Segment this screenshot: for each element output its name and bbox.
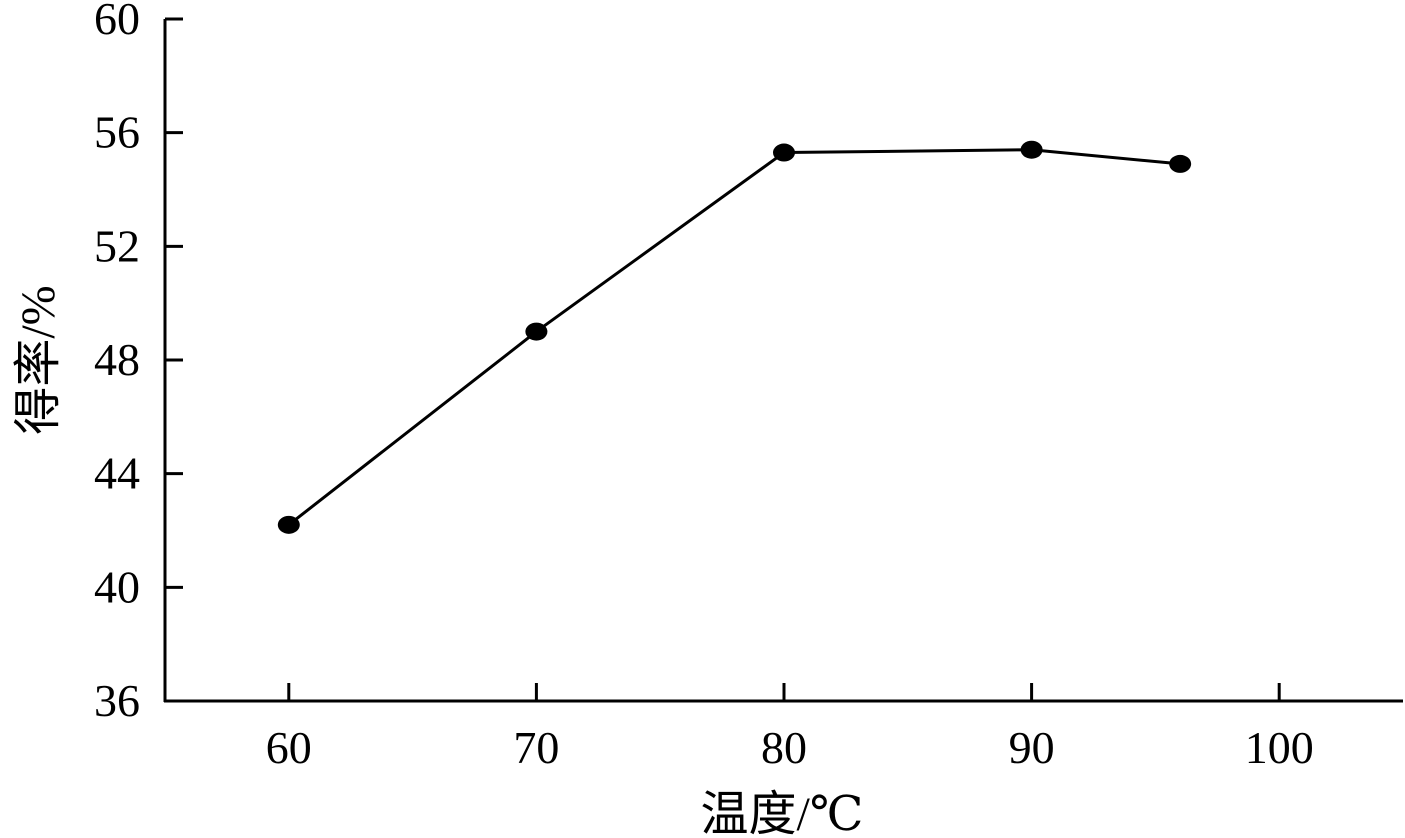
series-line: [287, 148, 1181, 526]
x-tick-label: 60: [266, 722, 312, 773]
x-tick-label: 70: [513, 722, 559, 773]
x-axis-title: 温度/℃: [700, 788, 863, 838]
x-tick-label: 80: [761, 722, 807, 773]
data-point: [525, 322, 548, 341]
y-axis-title: 得率/%: [12, 285, 65, 434]
y-tick-label: 56: [94, 107, 140, 158]
y-tick-label: 52: [94, 220, 140, 271]
data-point: [773, 143, 795, 162]
x-tick-label: 100: [1245, 722, 1314, 773]
y-tick-label: 40: [94, 561, 140, 612]
data-point: [1169, 154, 1192, 173]
data-point: [277, 515, 300, 534]
series-group: [277, 140, 1192, 534]
x-tick-label: 90: [1009, 722, 1055, 773]
y-tick-label: 48: [94, 334, 140, 385]
data-point: [1020, 140, 1043, 159]
y-tick-label: 44: [94, 448, 140, 499]
y-tick-label: 36: [94, 675, 140, 726]
axes: [163, 19, 1403, 703]
y-axis-ticks: 36 40 44 48 52 56 60: [94, 0, 183, 726]
x-axis-ticks: 60 70 80 90 100: [266, 683, 1314, 773]
y-tick-label: 60: [94, 0, 140, 44]
